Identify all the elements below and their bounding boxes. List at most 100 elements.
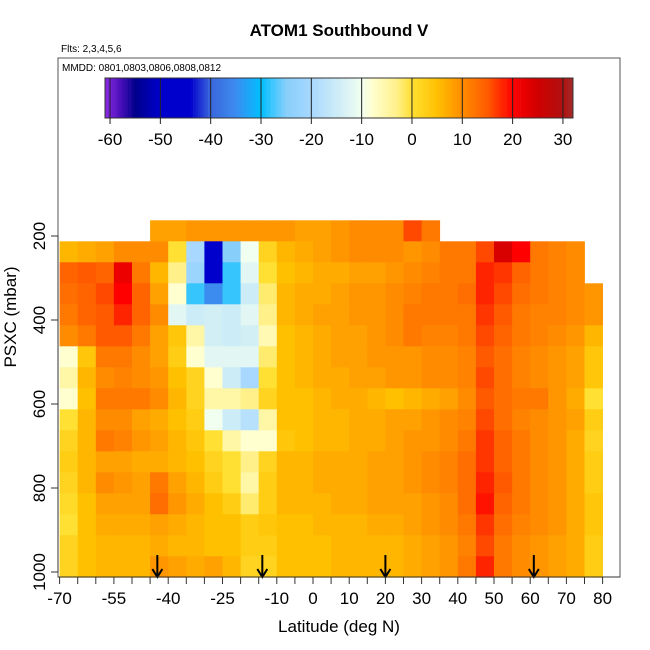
heatmap-cell xyxy=(421,304,441,326)
heatmap-cell xyxy=(294,535,314,557)
colorbar-swatch xyxy=(568,78,571,118)
heatmap-cells xyxy=(59,220,603,578)
heatmap-cell xyxy=(548,514,567,536)
colorbar-swatch xyxy=(258,78,262,118)
heatmap-cell xyxy=(548,388,567,410)
heatmap-cell xyxy=(439,304,459,326)
heatmap-cell xyxy=(168,451,187,473)
heatmap-cell xyxy=(457,346,477,368)
colorbar-swatch xyxy=(439,78,443,118)
heatmap-cell xyxy=(186,241,205,263)
colorbar-swatch xyxy=(218,78,222,118)
heatmap-cell xyxy=(168,325,187,347)
heatmap-cell xyxy=(512,262,531,284)
heatmap-cell xyxy=(77,409,97,431)
heatmap-cell xyxy=(150,367,169,389)
colorbar-swatch xyxy=(223,78,227,118)
y-tick-label: 200 xyxy=(30,222,49,250)
heatmap-cell xyxy=(421,472,441,494)
colorbar-swatch xyxy=(261,78,264,118)
colorbar-swatch xyxy=(442,78,446,118)
heatmap-cell xyxy=(258,535,278,557)
colorbar-swatch xyxy=(228,78,232,118)
heatmap-cell xyxy=(584,451,603,473)
x-tick-label: -25 xyxy=(210,589,235,608)
colorbar-swatch xyxy=(208,78,212,118)
heatmap-cell xyxy=(150,430,169,452)
heatmap-cell xyxy=(77,283,97,305)
heatmap-cell xyxy=(313,493,332,515)
heatmap-cell xyxy=(584,493,603,515)
heatmap-cell xyxy=(367,514,386,536)
colorbar-swatch xyxy=(502,78,506,118)
heatmap-cell xyxy=(59,367,79,389)
colorbar-swatch xyxy=(271,78,274,118)
heatmap-cell xyxy=(204,451,223,473)
heatmap-cell xyxy=(367,304,386,326)
colorbar-swatch xyxy=(507,78,511,118)
heatmap-cell xyxy=(494,262,513,284)
colorbar-swatch xyxy=(510,78,513,118)
colorbar-swatch xyxy=(346,78,350,118)
colorbar-swatch xyxy=(185,78,189,118)
colorbar-swatch xyxy=(525,78,529,118)
heatmap-cell xyxy=(276,241,296,263)
heatmap-cell xyxy=(313,409,332,431)
heatmap-cell xyxy=(168,346,187,368)
heatmap-cell xyxy=(258,451,278,473)
heatmap-cell xyxy=(331,241,350,263)
colorbar-swatch xyxy=(399,78,403,118)
colorbar: -60 -50 -40 -30 -20 -10 0 10 20 30 xyxy=(98,77,574,149)
heatmap-cell xyxy=(313,262,332,284)
colorbar-swatch xyxy=(183,78,186,118)
heatmap-cell xyxy=(548,472,567,494)
heatmap-cell xyxy=(294,514,314,536)
heatmap-cell xyxy=(512,304,531,326)
x-tick-label: 40 xyxy=(448,589,467,608)
colorbar-swatch xyxy=(412,78,415,118)
colorbar-swatch xyxy=(130,78,134,118)
x-tick-label: -10 xyxy=(265,589,290,608)
colorbar-swatch xyxy=(497,78,501,118)
colorbar-swatch xyxy=(391,78,395,118)
heatmap-cell xyxy=(132,241,151,263)
heatmap-cell xyxy=(258,241,278,263)
colorbar-swatch xyxy=(500,78,503,118)
heatmap-cell xyxy=(385,262,404,284)
heatmap-cell xyxy=(258,346,278,368)
colorbar-swatch xyxy=(170,78,174,118)
colorbar-swatch xyxy=(142,78,146,118)
heatmap-cell xyxy=(403,367,422,389)
colorbar-swatch xyxy=(235,78,239,118)
heatmap-cell xyxy=(548,409,567,431)
colorbar-swatch xyxy=(230,78,234,118)
colorbar-swatch xyxy=(437,78,440,118)
heatmap-cell xyxy=(132,304,151,326)
heatmap-cell xyxy=(421,283,441,305)
heatmap-cell xyxy=(331,472,350,494)
heatmap-cell xyxy=(132,556,151,578)
heatmap-cell xyxy=(385,430,404,452)
heatmap-cell xyxy=(385,451,404,473)
heatmap-cell xyxy=(186,493,205,515)
heatmap-cell xyxy=(349,514,368,536)
colorbar-swatch xyxy=(253,78,257,118)
heatmap-cell xyxy=(77,451,97,473)
heatmap-cell xyxy=(95,451,115,473)
heatmap-cell xyxy=(113,241,133,263)
heatmap-cell xyxy=(349,262,368,284)
heatmap-cell xyxy=(132,325,151,347)
colorbar-swatch xyxy=(341,78,345,118)
heatmap-cell xyxy=(566,430,585,452)
heatmap-cell xyxy=(240,262,260,284)
heatmap-cell xyxy=(59,346,79,368)
heatmap-cell xyxy=(276,472,296,494)
heatmap-cell xyxy=(313,430,332,452)
colorbar-swatch xyxy=(125,78,128,118)
y-tick-label: 1000 xyxy=(30,553,49,591)
heatmap-cell xyxy=(331,325,350,347)
heatmap-cell xyxy=(294,409,314,431)
heatmap-cell xyxy=(403,493,422,515)
colorbar-swatch xyxy=(351,78,355,118)
heatmap-cell xyxy=(95,325,115,347)
